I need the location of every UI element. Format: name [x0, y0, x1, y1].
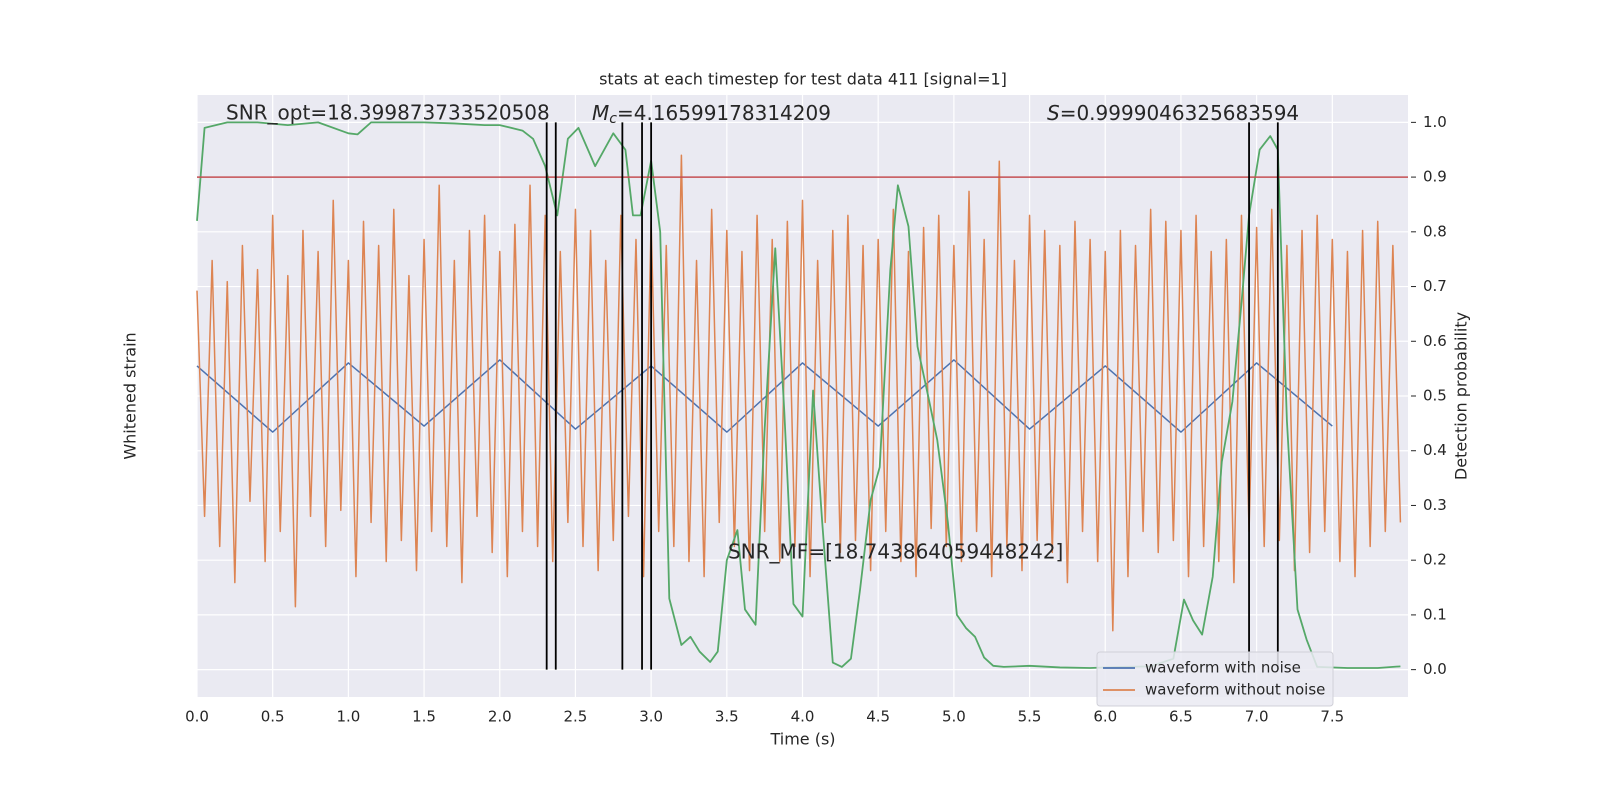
annotation-text: =4.16599178314209 — [617, 101, 831, 125]
y2-tick-label: 0.4 — [1423, 441, 1447, 459]
x-tick-label: 4.0 — [791, 708, 815, 726]
legend-box — [1096, 651, 1334, 707]
x-tick-label: 1.5 — [412, 708, 436, 726]
y-axis-label: Whitened strain — [121, 332, 140, 459]
y2-tick-label: 0.5 — [1423, 387, 1447, 405]
annotation: S=0.9999046325683594 — [1047, 101, 1299, 125]
labels: 0.0 0.5 1.0 1.5 2.0 2.5 3.0 3.5 4.0 4.5 5.0 5.5 6.0 6… — [185, 113, 1447, 726]
chart-title: stats at each timestep for test data 411… — [599, 70, 1007, 89]
annotation: SNR_MF=[18.743864059448242] — [728, 540, 1063, 564]
series-line — [196, 154, 1402, 632]
y2-tick-label: 1.0 — [1423, 113, 1447, 131]
x-tick-label: 2.5 — [564, 708, 588, 726]
y2-axis-label: Detection probability — [1452, 312, 1471, 480]
x-tick-label: 3.0 — [639, 708, 663, 726]
marks — [196, 121, 1408, 670]
x-tick-label: 1.0 — [336, 708, 360, 726]
x-tick-label: 7.0 — [1245, 708, 1269, 726]
series-line — [196, 359, 1333, 433]
y2-tick-label: 0.9 — [1423, 168, 1447, 186]
annotation-symbol: M — [592, 101, 609, 125]
annotation-symbol: S — [1047, 101, 1060, 125]
y2-tick-label: 0.7 — [1423, 277, 1447, 295]
x-tick-label: 2.0 — [488, 708, 512, 726]
legend-label: waveform with noise — [1145, 659, 1301, 677]
y2-tick-label: 0.2 — [1423, 551, 1447, 569]
annotation-subscript: c — [609, 111, 617, 127]
y2-tick-label: 0.0 — [1423, 660, 1447, 678]
y2-tick-label: 0.8 — [1423, 222, 1447, 240]
annotation: Mc=4.16599178314209 — [592, 101, 831, 128]
annotations: SNR_opt=18.399873733520508 Mc=4.16599178… — [226, 101, 1299, 564]
series-line — [196, 121, 1401, 669]
y2-tick-label: 0.6 — [1423, 332, 1447, 350]
legend: waveform with noise waveform without nois… — [1096, 651, 1334, 707]
annotation-text: =0.9999046325683594 — [1060, 101, 1299, 125]
legend-label: waveform without noise — [1145, 681, 1325, 699]
y2-tick-label: 0.3 — [1423, 496, 1447, 514]
x-tick-label: 6.0 — [1093, 708, 1117, 726]
x-axis-label: Time (s) — [769, 730, 835, 749]
x-tick-label: 0.5 — [261, 708, 285, 726]
x-tick-label: 5.5 — [1018, 708, 1042, 726]
x-tick-label: 4.5 — [866, 708, 890, 726]
annotation: SNR_opt=18.399873733520508 — [226, 101, 550, 125]
x-tick-label: 3.5 — [715, 708, 739, 726]
x-tick-label: 7.5 — [1320, 708, 1344, 726]
x-tick-label: 6.5 — [1169, 708, 1193, 726]
x-tick-label: 5.0 — [942, 708, 966, 726]
x-tick-label: 0.0 — [185, 708, 209, 726]
y2-tick-label: 0.1 — [1423, 605, 1447, 623]
